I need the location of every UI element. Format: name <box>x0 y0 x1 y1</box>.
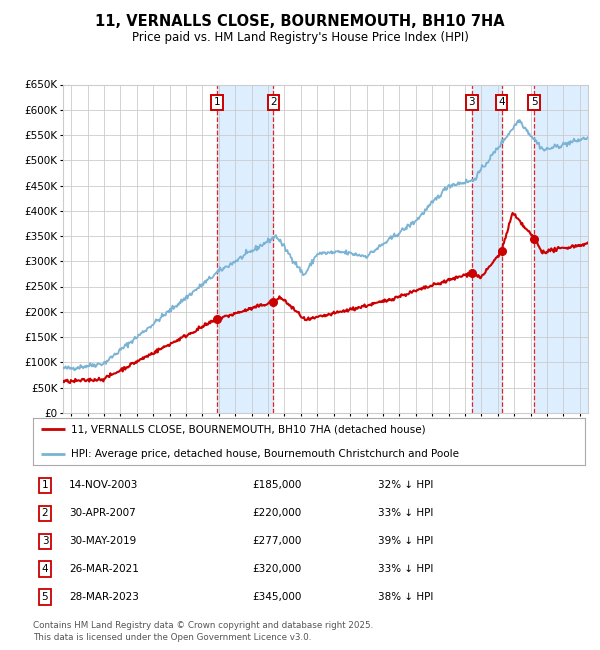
Text: £185,000: £185,000 <box>252 480 301 490</box>
Text: 3: 3 <box>41 536 49 546</box>
Text: 33% ↓ HPI: 33% ↓ HPI <box>378 564 433 574</box>
Bar <box>472 84 502 413</box>
Text: £277,000: £277,000 <box>252 536 301 546</box>
Text: 4: 4 <box>41 564 49 574</box>
Text: 1: 1 <box>41 480 49 490</box>
Text: £220,000: £220,000 <box>252 508 301 518</box>
Text: Price paid vs. HM Land Registry's House Price Index (HPI): Price paid vs. HM Land Registry's House … <box>131 31 469 44</box>
Bar <box>217 84 274 413</box>
Text: 2: 2 <box>270 97 277 107</box>
Text: Contains HM Land Registry data © Crown copyright and database right 2025.
This d: Contains HM Land Registry data © Crown c… <box>33 621 373 642</box>
Text: £320,000: £320,000 <box>252 564 301 574</box>
Text: 14-NOV-2003: 14-NOV-2003 <box>69 480 139 490</box>
Text: 11, VERNALLS CLOSE, BOURNEMOUTH, BH10 7HA: 11, VERNALLS CLOSE, BOURNEMOUTH, BH10 7H… <box>95 14 505 29</box>
Text: 5: 5 <box>41 592 49 602</box>
Text: 38% ↓ HPI: 38% ↓ HPI <box>378 592 433 602</box>
Text: 5: 5 <box>531 97 538 107</box>
Text: 11, VERNALLS CLOSE, BOURNEMOUTH, BH10 7HA (detached house): 11, VERNALLS CLOSE, BOURNEMOUTH, BH10 7H… <box>71 424 425 434</box>
Text: 2: 2 <box>41 508 49 518</box>
Text: 3: 3 <box>469 97 475 107</box>
Bar <box>535 84 588 413</box>
Text: 32% ↓ HPI: 32% ↓ HPI <box>378 480 433 490</box>
Text: 39% ↓ HPI: 39% ↓ HPI <box>378 536 433 546</box>
Text: 30-MAY-2019: 30-MAY-2019 <box>69 536 136 546</box>
Text: £345,000: £345,000 <box>252 592 301 602</box>
Text: 30-APR-2007: 30-APR-2007 <box>69 508 136 518</box>
Text: 1: 1 <box>214 97 220 107</box>
Text: 26-MAR-2021: 26-MAR-2021 <box>69 564 139 574</box>
Bar <box>535 84 588 413</box>
Text: 4: 4 <box>498 97 505 107</box>
Text: HPI: Average price, detached house, Bournemouth Christchurch and Poole: HPI: Average price, detached house, Bour… <box>71 448 458 458</box>
Text: 28-MAR-2023: 28-MAR-2023 <box>69 592 139 602</box>
Text: 33% ↓ HPI: 33% ↓ HPI <box>378 508 433 518</box>
